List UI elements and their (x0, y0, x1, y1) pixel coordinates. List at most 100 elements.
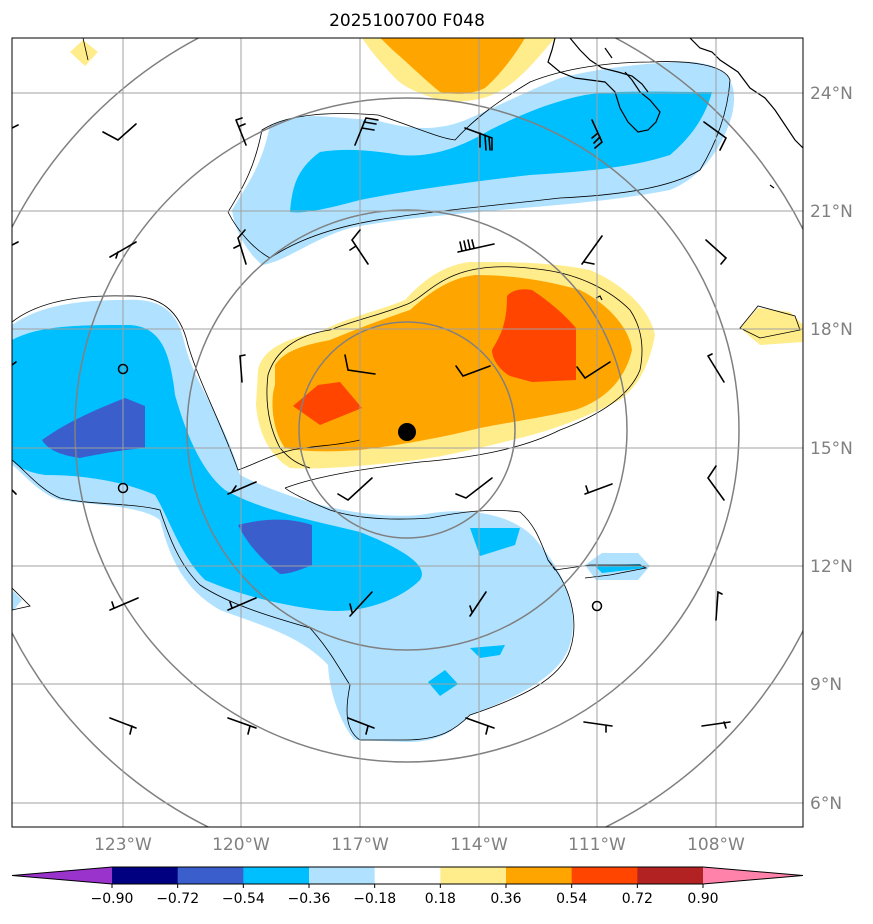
lat-label: 9°N (810, 675, 842, 695)
wind-barb (705, 239, 728, 265)
wind-barb (239, 354, 246, 383)
wind-barb (354, 117, 379, 146)
wind-barb (457, 239, 495, 253)
colorbar-tick-label: 0.72 (622, 891, 653, 907)
colorbar-segment (506, 867, 573, 884)
wind-barb (344, 354, 376, 375)
wind-barb (12, 124, 19, 129)
colorbar-tick-label: −0.72 (156, 891, 199, 907)
colorbar-tick-label: −0.36 (288, 891, 331, 907)
lat-label: 21°N (810, 202, 853, 222)
wind-barb (701, 721, 731, 729)
wind-barb (109, 597, 139, 611)
positive-region-red-small (293, 382, 362, 425)
negative-small-blue-1 (470, 528, 520, 556)
wind-barb (584, 483, 613, 495)
lon-label: 117°W (331, 835, 389, 855)
positive-region-north-core (380, 38, 525, 94)
negative-region-north-core (290, 91, 712, 213)
lat-label: 15°N (810, 439, 853, 459)
calm-wind-markers (117, 363, 603, 612)
wind-barb (227, 597, 257, 611)
colorbar-extend-high (703, 867, 803, 884)
range-ring-3 (74, 97, 740, 763)
negative-region-west-core (12, 325, 422, 611)
gridlines (12, 38, 803, 827)
lon-label: 120°W (212, 835, 270, 855)
wind-barb (12, 489, 17, 495)
colorbar-tick-label: −0.18 (353, 891, 396, 907)
colorbar-tick-label: −0.54 (222, 891, 265, 907)
wind-barb (464, 127, 493, 151)
lat-labels: 24°N 21°N 18°N 15°N 12°N 9°N 6°N (810, 84, 853, 814)
wind-barb (703, 121, 728, 151)
wind-barb (465, 717, 495, 735)
calm-wind-circle (117, 482, 129, 494)
map-area (12, 38, 803, 827)
colorbar-tick-label: 0.90 (687, 891, 718, 907)
colorbar-tick-label: 0.18 (425, 891, 456, 907)
colorbar-segment (374, 867, 441, 884)
colorbar-segment (571, 867, 638, 884)
wind-barb (469, 591, 487, 617)
wind-barb (581, 235, 603, 265)
range-rings (12, 38, 803, 827)
colorbar-segment (243, 867, 310, 884)
colorbar-extend-low (12, 867, 112, 884)
wind-barb (227, 481, 257, 495)
lon-label: 123°W (94, 835, 152, 855)
positive-region-red-large (492, 289, 576, 382)
wind-barb (455, 365, 491, 377)
colorbar-segment (440, 867, 507, 884)
negative-region-center-deep (238, 519, 312, 574)
wind-barb (12, 241, 19, 246)
lat-label: 24°N (810, 84, 853, 104)
range-ring-2 (186, 209, 628, 651)
wind-barb (707, 465, 725, 501)
wind-barb (109, 717, 137, 735)
colorbar: −0.90 −0.72 −0.54 −0.36 −0.18 0.18 0.36 0.54 0.7… (11, 866, 804, 907)
lon-label: 114°W (450, 835, 508, 855)
map-frame (11, 37, 804, 828)
lon-labels: 123°W 120°W 117°W 114°W 111°W 108°W (94, 835, 745, 855)
wind-barb (337, 477, 373, 501)
negative-region-west-deep (42, 398, 145, 458)
figure-title: 2025100700 F048 (329, 11, 485, 31)
lat-label: 12°N (810, 557, 853, 577)
storm-center-marker (398, 423, 416, 441)
coastline (547, 38, 803, 301)
colorbar-tick-label: 0.54 (556, 891, 587, 907)
wind-barb (591, 119, 603, 149)
wind-barb (715, 590, 723, 621)
shaded-field (12, 38, 803, 742)
negative-left-sliver (12, 590, 22, 612)
colorbar-tick-label: 0.36 (490, 891, 521, 907)
wind-barb (583, 721, 613, 733)
colorbar-segment (309, 867, 376, 884)
wind-barb (227, 717, 257, 735)
positive-region-northwest (70, 40, 98, 66)
negative-small-blue-3 (428, 670, 458, 696)
lon-label: 108°W (687, 835, 745, 855)
wind-barb (455, 477, 493, 499)
lat-label: 6°N (810, 794, 842, 814)
colorbar-segment (112, 867, 179, 884)
calm-wind-circle (591, 600, 603, 612)
wind-barb (707, 353, 725, 383)
colorbar-segment (637, 867, 704, 884)
lon-label: 111°W (568, 835, 626, 855)
wind-barb (349, 591, 373, 617)
wind-barbs (12, 117, 731, 735)
calm-wind-circle (117, 363, 129, 375)
wind-barb (233, 229, 247, 265)
wind-barb (347, 717, 375, 735)
wind-barb (349, 229, 369, 265)
lat-label: 18°N (810, 320, 853, 340)
wind-barb (12, 361, 17, 366)
colorbar-segment (177, 867, 244, 884)
range-ring-inner (298, 321, 516, 539)
wind-barb (576, 361, 611, 380)
wind-barb (235, 117, 247, 146)
wind-barb (109, 241, 137, 259)
